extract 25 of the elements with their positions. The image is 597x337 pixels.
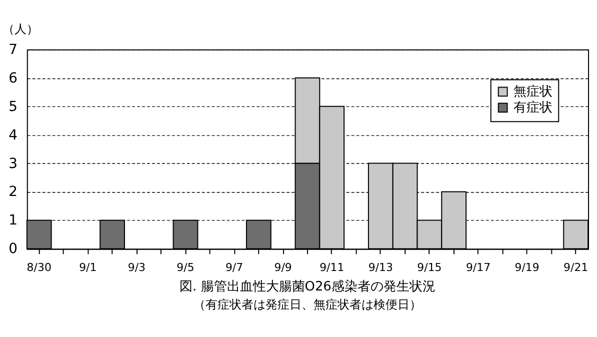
x-tick-label: 9/11 <box>320 261 344 274</box>
x-tick-label: 9/15 <box>417 261 442 274</box>
x-tick-label: 9/21 <box>564 261 588 274</box>
text: 図. 腸管出血性大腸菌O26感染者の発生状況 <box>180 280 436 295</box>
x-tick-label: 9/13 <box>368 261 393 274</box>
legend-label: 有症状 <box>513 100 552 116</box>
y-axis-title: （人） <box>2 22 38 36</box>
x-tick-label: 9/7 <box>225 261 244 274</box>
y-tick-label: 0 <box>8 241 18 258</box>
y-tick-label: 4 <box>8 127 18 144</box>
x-tick-label: 9/17 <box>466 261 491 274</box>
x-tick-label: 8/30 <box>26 261 52 274</box>
legend-label: 無症状 <box>513 84 552 100</box>
y-tick-label: 5 <box>8 98 18 115</box>
x-tick-label: 9/1 <box>79 261 97 274</box>
y-tick-label: 2 <box>8 184 18 200</box>
y-tick-label: 6 <box>8 70 18 86</box>
y-tick-label: 7 <box>8 42 18 58</box>
x-tick-label: 9/3 <box>128 261 146 274</box>
y-tick-label: 3 <box>8 156 18 172</box>
x-tick-label: 9/19 <box>514 261 540 274</box>
x-tick-label: 9/5 <box>176 261 194 274</box>
text: （有症状者は発症日、無症状者は検便日） <box>193 297 422 312</box>
x-tick-label: 9/9 <box>274 261 292 274</box>
y-tick-label: 1 <box>8 212 18 229</box>
